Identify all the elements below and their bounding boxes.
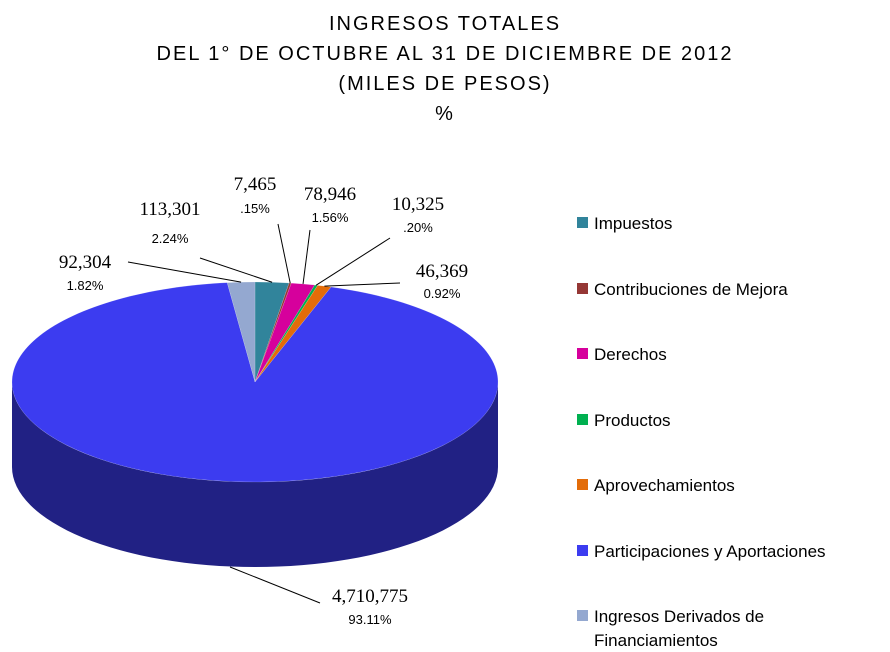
leader-line [302,229,311,285]
value-label: 4,710,775 [332,586,408,607]
legend-swatch [577,217,588,228]
legend-label: Productos [594,410,671,430]
legend-swatch [577,282,588,294]
legend-item: Productos [577,409,874,433]
chart-title: INGRESOS TOTALES [329,13,561,35]
legend-item: Participaciones y Aportaciones [577,540,874,564]
legend-label: Impuestos [594,214,673,233]
value-label: 92,304 [59,252,112,273]
leader-line [199,257,273,283]
legend-label: Contribuciones de Mejora [594,279,788,299]
slice-side [12,382,498,567]
percent-label: 1.56% [312,210,349,225]
legend-item: Aprovechamientos [577,474,874,498]
percent-label: 0.92% [424,286,461,301]
value-label: 113,301 [139,199,200,220]
slice [254,285,332,383]
leader-line [315,237,391,286]
value-label: 46,369 [416,261,468,282]
chart-subtitle: (MILES DE PESOS) [338,73,551,95]
leader-line [127,261,242,283]
slice [254,282,316,383]
value-label: 10,325 [392,194,444,215]
legend-swatch [577,348,588,359]
legend-swatch [577,479,588,490]
legend-label: Aprovechamientos [594,476,735,495]
leader-line [229,566,321,604]
slice [254,284,319,383]
value-label: 7,465 [234,174,277,195]
chart-subtitle: DEL 1° DE OCTUBRE AL 31 DE DICIEMBRE DE … [157,43,734,65]
legend-item: Ingresos Derivados de Financiamientos [577,605,809,652]
slice [11,282,499,483]
percent-label: .15% [240,201,270,216]
slice [254,282,292,383]
chart-subtitle: % [435,103,455,125]
percent-label: 2.24% [152,231,189,246]
legend-item: Derechos [577,343,874,367]
value-label: 78,946 [304,184,356,205]
percent-label: 1.82% [67,278,104,293]
legend-label: Derechos [594,345,667,364]
legend-swatch [577,413,588,425]
leader-line [277,223,291,284]
legend-label: Ingresos Derivados de Financiamientos [594,607,765,650]
legend-swatch [577,544,588,556]
legend-label: Participaciones y Aportaciones [594,541,826,561]
percent-label: .20% [403,220,433,235]
legend-swatch [577,610,588,621]
legend-item: Impuestos [577,212,874,236]
percent-label: 93.11% [348,612,392,627]
legend-item: Contribuciones de Mejora [577,278,874,302]
leader-line [324,282,401,287]
